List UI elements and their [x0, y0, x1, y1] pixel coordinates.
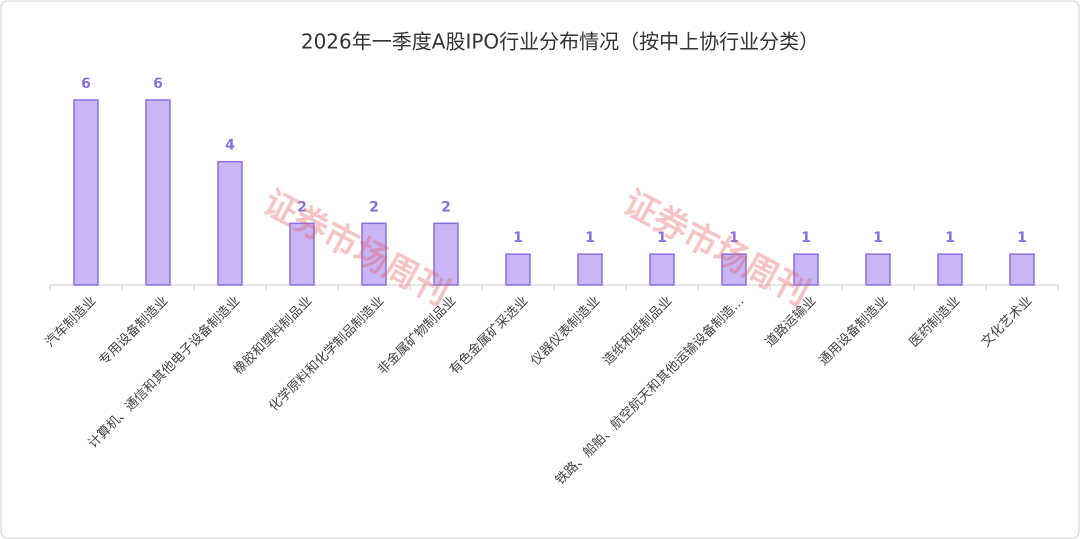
bar [721, 253, 747, 286]
bar [865, 253, 891, 286]
value-label: 1 [729, 230, 739, 246]
value-label: 1 [657, 230, 667, 246]
bar [73, 99, 99, 286]
bar [649, 253, 675, 286]
value-label: 1 [945, 230, 955, 246]
value-label: 2 [369, 199, 379, 215]
bar [289, 222, 315, 286]
value-label: 4 [225, 138, 235, 154]
value-label: 1 [513, 230, 523, 246]
bar [217, 160, 243, 286]
chart-title: 2026年一季度A股IPO行业分布情况（按中上协行业分类） [301, 30, 819, 54]
value-label: 2 [441, 199, 451, 215]
value-label: 6 [81, 76, 91, 92]
value-label: 1 [585, 230, 595, 246]
bar [505, 253, 531, 286]
value-label: 2 [297, 199, 307, 215]
bar [1009, 253, 1035, 286]
value-label: 1 [873, 230, 883, 246]
bar [433, 222, 459, 286]
value-label: 1 [1017, 230, 1027, 246]
bar [361, 222, 387, 286]
value-label: 6 [153, 76, 163, 92]
bar [577, 253, 603, 286]
bar [145, 99, 171, 286]
value-label: 1 [801, 230, 811, 246]
bar [793, 253, 819, 286]
bar [937, 253, 963, 286]
